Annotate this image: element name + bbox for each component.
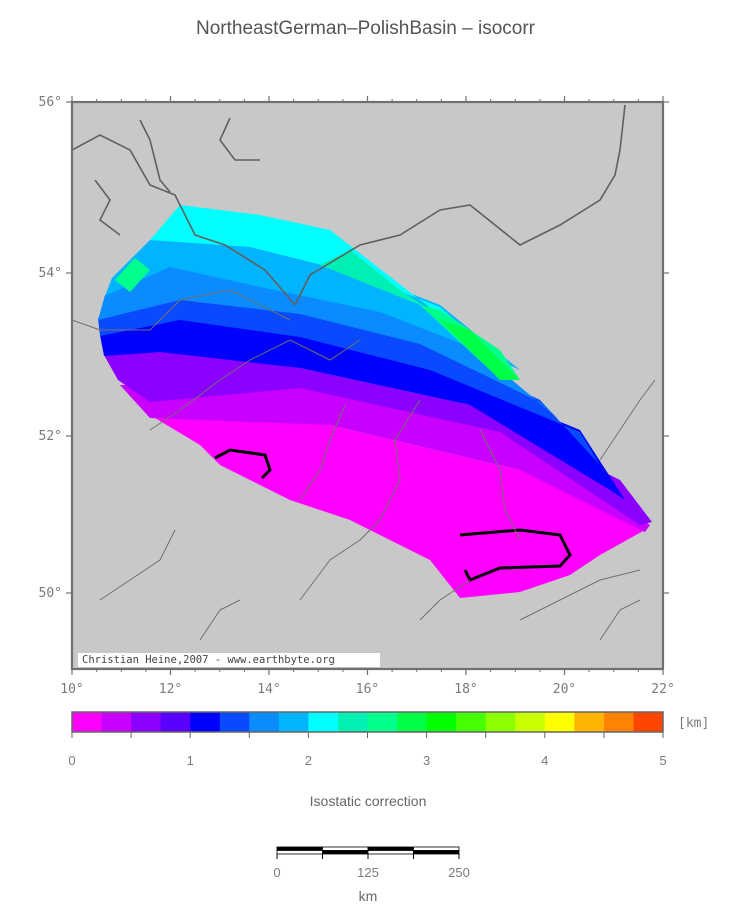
colorbar-swatch xyxy=(131,712,162,732)
map-title: NortheastGerman–PolishBasin – isocorr xyxy=(196,18,535,39)
scale-bar-tick-label: 125 xyxy=(357,865,379,880)
basin-band-5 xyxy=(98,265,560,420)
contour-outline-west xyxy=(214,448,272,480)
basin-band-2 xyxy=(104,350,652,525)
colorbar-swatch xyxy=(515,712,546,732)
credit-text: Christian Heine,2007 - www.earthbyte.org xyxy=(82,654,335,666)
basin-band-10 xyxy=(440,320,520,380)
credit-box xyxy=(78,653,380,667)
lat-tick-label: 52° xyxy=(39,429,62,444)
colorbar-swatch xyxy=(603,712,634,732)
colorbar-swatch xyxy=(278,712,309,732)
scale-bar-segment xyxy=(367,846,414,851)
lat-tick-label: 54° xyxy=(39,266,62,281)
map-axes: 10° 12° 14° 16° 18° 20° 22° 56° 54° 52° 50° xyxy=(39,95,675,697)
basin-band-6 xyxy=(105,240,520,370)
scale-bar-segment xyxy=(276,850,323,855)
colorbar-tick-label: 1 xyxy=(187,753,194,768)
colorbar-swatch xyxy=(190,712,221,732)
basin-band-8 xyxy=(320,250,460,330)
scale-bar-segment xyxy=(276,846,323,851)
colorbar-tick-label: 3 xyxy=(423,753,430,768)
colorbar-swatch xyxy=(544,712,575,732)
colorbar-label: Isostatic correction xyxy=(310,793,427,809)
basin-band-1 xyxy=(120,385,650,532)
scale-bar-segment xyxy=(322,846,369,851)
colorbar-swatch xyxy=(485,712,516,732)
colorbar-swatch xyxy=(101,712,132,732)
scale-bar-segment xyxy=(367,850,414,855)
scale-bar-tick-label: 250 xyxy=(448,865,470,880)
colorbar-swatch xyxy=(219,712,250,732)
colorbar-swatch xyxy=(456,712,487,732)
colorbar-swatch xyxy=(249,712,280,732)
scale-bar-unit: km xyxy=(359,888,378,904)
colorbar-tick-label: 4 xyxy=(541,753,548,768)
lat-tick-label: 56° xyxy=(39,95,62,110)
lon-tick-label: 20° xyxy=(553,682,576,697)
basin-band-3 xyxy=(100,318,625,500)
map-content xyxy=(72,104,656,641)
basin-band-0 xyxy=(150,415,645,598)
colorbar-tick-label: 5 xyxy=(659,753,666,768)
basin-band-7 xyxy=(150,205,500,360)
lon-tick-label: 22° xyxy=(651,682,674,697)
contour-outline-east xyxy=(459,528,572,582)
lon-tick-label: 16° xyxy=(356,682,379,697)
colorbar-tick-label: 2 xyxy=(305,753,312,768)
colorbar-swatch xyxy=(397,712,428,732)
colorbar-tick-label: 0 xyxy=(68,753,75,768)
lon-tick-label: 10° xyxy=(60,682,83,697)
colorbar: 0 1 2 3 4 5 xyxy=(68,711,667,768)
lat-tick-label: 50° xyxy=(39,586,62,601)
colorbar-swatch xyxy=(633,712,664,732)
colorbar-swatch xyxy=(337,712,368,732)
lon-tick-label: 18° xyxy=(454,682,477,697)
colorbar-unit: [km] xyxy=(678,716,709,731)
scale-bar-tick-label: 0 xyxy=(273,865,280,880)
scale-bar-segment xyxy=(322,850,369,855)
basin-band-11 xyxy=(115,258,150,292)
coastlines xyxy=(72,104,626,306)
lon-tick-label: 14° xyxy=(257,682,280,697)
colorbar-swatch xyxy=(160,712,191,732)
colorbar-swatch xyxy=(72,712,103,732)
rivers-borders xyxy=(72,289,656,641)
colorbar-swatch xyxy=(426,712,457,732)
colorbar-swatch xyxy=(308,712,339,732)
lon-tick-label: 12° xyxy=(159,682,182,697)
colorbar-swatch xyxy=(574,712,605,732)
scale-bar-segment xyxy=(413,846,460,851)
scale-bar-segment xyxy=(413,850,460,855)
scale-bar: 0 125 250 xyxy=(273,846,470,880)
colorbar-swatch xyxy=(367,712,398,732)
